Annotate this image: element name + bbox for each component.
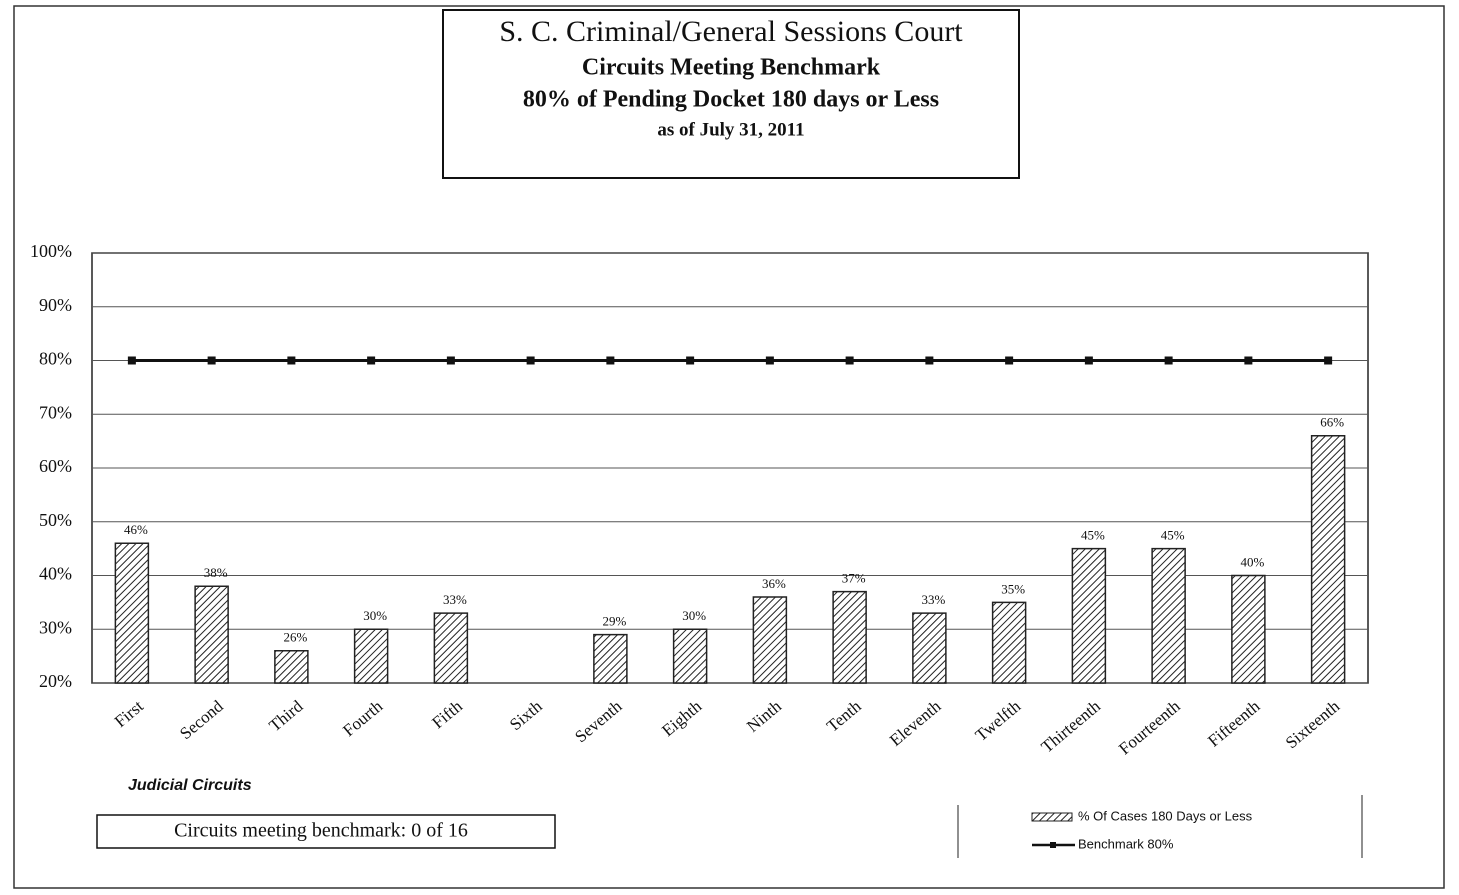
line-marker [765,356,774,365]
value-label: 38% [204,565,228,580]
y-tick-label: 80% [39,349,72,369]
value-label: 33% [921,592,945,607]
bar [832,590,867,684]
x-tick-label: Second [176,696,227,743]
legend-label: Benchmark 80% [1078,836,1174,851]
line-marker [1164,356,1173,365]
bar [1071,547,1107,684]
x-tick-label: Fourth [339,696,386,740]
x-tick-label: Twelfth [972,696,1025,745]
line-marker [526,356,535,365]
value-label: 26% [283,630,307,645]
chart-title: S. C. Criminal/General Sessions Court [499,15,963,48]
line-marker [207,356,216,365]
value-label: 40% [1240,554,1264,569]
y-tick-label: 20% [39,671,72,691]
frame [13,5,1445,889]
bar [991,601,1027,684]
x-tick-label: Eighth [658,696,705,740]
y-tick-label: 50% [39,510,72,530]
value-label: 37% [842,571,866,586]
bar [353,628,389,684]
subtitle: Circuits Meeting Benchmark [582,55,881,81]
legend-swatch [1050,842,1056,848]
x-tick-label: Third [265,696,307,735]
x-tick-label: Fifth [428,696,466,732]
annotation-box [96,814,556,849]
y-tick-label: 70% [39,402,72,422]
value-label: 46% [124,522,148,537]
y-tick-label: 60% [39,456,72,476]
x-tick-label: Fifteenth [1204,696,1264,750]
x-tick-label: Thirteenth [1037,696,1104,756]
y-tick-label: 40% [39,564,72,584]
bar [1231,574,1266,684]
x-tick-label: First [111,696,147,731]
value-label: 45% [1081,528,1105,543]
line-marker [1005,356,1014,365]
line-marker [606,356,615,365]
bar [752,596,788,684]
bar [274,650,309,684]
x-tick-label: Eleventh [886,696,945,750]
value-label: 45% [1161,528,1185,543]
line-marker [287,356,296,365]
value-label: 29% [602,614,626,629]
x-tick-label: Fourteenth [1115,696,1184,758]
subtitle: as of July 31, 2011 [657,119,804,140]
line-marker [925,356,934,365]
x-tick-label: Sixteenth [1282,696,1344,752]
line-marker [686,356,695,365]
line-marker [1084,356,1093,365]
legend-label: % Of Cases 180 Days or Less [1078,808,1253,823]
bar [593,633,628,684]
y-tick-label: 30% [39,617,72,637]
line-marker [1244,356,1253,365]
value-label: 30% [363,608,387,623]
value-label: 36% [762,576,786,591]
annotation: Circuits meeting benchmark: 0 of 16 [174,820,468,842]
line-marker [127,356,136,365]
legend-swatch [1031,812,1073,822]
x-tick-label: Sixth [506,696,546,734]
x-axis-label: Judicial Circuits [128,777,252,794]
line-marker [446,356,455,365]
bar [1151,547,1186,684]
bar [1310,435,1346,684]
x-tick-label: Seventh [571,696,626,746]
line-marker [845,356,854,365]
subtitle: 80% of Pending Docket 180 days or Less [523,87,939,113]
x-tick-label: Ninth [743,696,785,736]
x-tick-label: Tenth [823,696,865,736]
y-tick-label: 90% [39,295,72,315]
value-label: 66% [1320,415,1344,430]
bar [912,612,947,684]
value-label: 30% [682,608,706,623]
bar [672,628,708,684]
value-label: 35% [1001,581,1025,596]
bar [114,542,150,684]
bar [433,612,469,684]
y-tick-label: 100% [30,241,72,261]
line-marker [367,356,376,365]
bar [194,585,229,684]
line-marker [1324,356,1333,365]
title-box [442,9,1020,179]
value-label: 33% [443,592,467,607]
